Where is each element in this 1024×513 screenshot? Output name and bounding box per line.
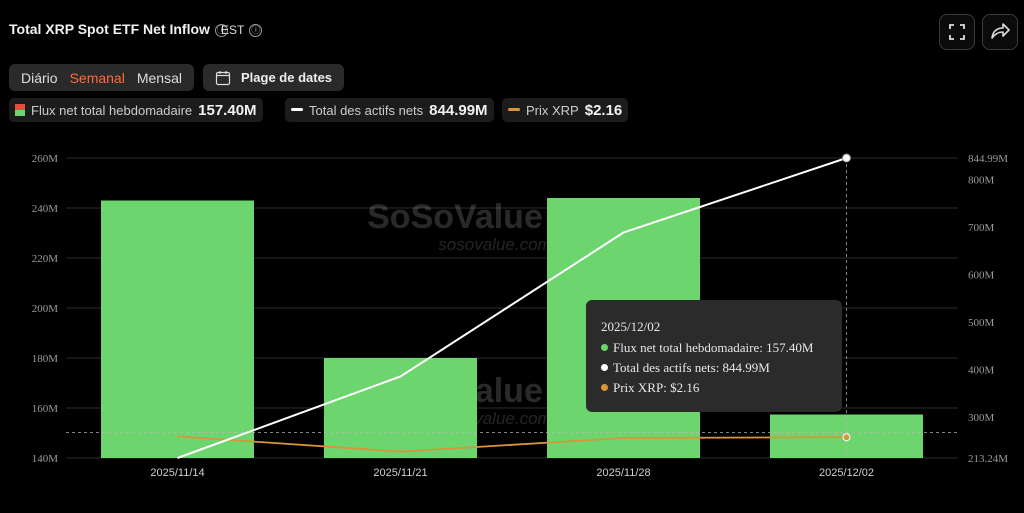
- legend-total-assets-label: Total des actifs nets: [309, 102, 424, 118]
- tooltip-date: 2025/12/02: [601, 319, 661, 334]
- total-assets-point: [842, 153, 851, 163]
- fullscreen-icon: [949, 24, 965, 40]
- legend-total-assets[interactable]: Total des actifs nets 844.99M: [285, 98, 494, 122]
- y-axis-tick-left: 140M: [32, 453, 59, 465]
- calendar-icon: [215, 70, 231, 85]
- info-icon[interactable]: ⓘ: [214, 24, 228, 37]
- x-axis-tick: 2025/11/28: [596, 467, 650, 479]
- y-axis-tick-right: 700M: [968, 222, 995, 234]
- legend-price[interactable]: Prix XRP $2.16: [502, 98, 629, 122]
- tooltip-text: Flux net total hebdomadaire: 157.40M: [613, 340, 814, 355]
- y-axis-tick-left: 240M: [32, 203, 59, 215]
- y-axis-tick-right: 213.24M: [968, 453, 1008, 465]
- chart-title: Total XRP Spot ETF Net Inflow ⓘ: [9, 21, 228, 37]
- price-point: [842, 433, 851, 442]
- price-swatch-icon: [508, 108, 520, 111]
- tooltip-row-assets: Total des actifs nets: 844.99M: [601, 360, 770, 376]
- legend-price-value: $2.16: [584, 101, 623, 119]
- legend-total-assets-value: 844.99M: [429, 101, 488, 119]
- x-axis-tick: 2025/11/14: [150, 467, 204, 479]
- tooltip: 2025/12/02 Flux net total hebdomadaire: …: [586, 300, 842, 412]
- period-daily[interactable]: Diário: [21, 69, 58, 86]
- timezone-text: EST: [221, 23, 245, 37]
- share-button[interactable]: [982, 14, 1018, 50]
- x-axis-tick: 2025/12/02: [819, 467, 874, 479]
- price-line: [177, 435, 847, 453]
- timezone-label[interactable]: EST ⓘ: [221, 23, 263, 37]
- tooltip-row-price: Prix XRP: $2.16: [601, 380, 699, 396]
- bar: [101, 200, 254, 458]
- chart-area[interactable]: SoSoValuesosovalue.comSoSoValuesosovalue…: [0, 140, 1024, 485]
- date-range-button[interactable]: Plage de dates: [203, 64, 345, 91]
- legend-flux-label: Flux net total hebdomadaire: [31, 102, 193, 118]
- y-axis-tick-right: 400M: [968, 364, 995, 376]
- legend-flux[interactable]: Flux net total hebdomadaire 157.40M: [9, 98, 263, 122]
- y-axis-tick-left: 260M: [32, 153, 59, 165]
- lines: [66, 153, 958, 459]
- y-axis-tick-right: 500M: [968, 317, 995, 329]
- watermark-url: sosovalue.com: [438, 235, 551, 254]
- share-icon: [991, 23, 1010, 39]
- fullscreen-button[interactable]: [939, 14, 975, 50]
- tooltip-text: Prix XRP: $2.16: [613, 380, 700, 395]
- period-monthly[interactable]: Mensal: [136, 69, 182, 86]
- y-axis-tick-right: 844.99M: [968, 153, 1008, 165]
- bar: [324, 358, 477, 458]
- tooltip-dot: [601, 384, 608, 391]
- tooltip-dot: [601, 344, 608, 351]
- y-axis-tick-right: 300M: [968, 412, 995, 424]
- tooltip-dot: [601, 364, 608, 371]
- axes: 140M 160M 180M 200M 220M 240M 260M 213.24M 300M 4…: [32, 153, 1009, 479]
- y-axis-tick-right: 800M: [968, 174, 995, 186]
- date-range-label: Plage de dates: [241, 70, 333, 85]
- y-axis-tick-left: 200M: [32, 303, 59, 315]
- period-selector: Diário Semanal Mensal: [9, 64, 194, 91]
- x-axis-tick: 2025/11/21: [373, 467, 427, 479]
- y-axis-tick-left: 160M: [32, 403, 59, 415]
- line-swatch-icon: [291, 108, 303, 111]
- timezone-info-icon[interactable]: ⓘ: [249, 24, 263, 37]
- period-weekly[interactable]: Semanal: [69, 69, 125, 86]
- legend-flux-value: 157.40M: [198, 101, 257, 119]
- watermark-brand: SoSoValue: [367, 198, 543, 236]
- tooltip-row-flux: Flux net total hebdomadaire: 157.40M: [601, 340, 813, 356]
- y-axis-tick-right: 600M: [968, 269, 995, 281]
- total-assets-line: [177, 157, 847, 459]
- y-axis-tick-left: 180M: [32, 353, 59, 365]
- bar-swatch-icon: [15, 104, 25, 116]
- legend-price-label: Prix XRP: [526, 102, 579, 118]
- tooltip-text: Total des actifs nets: 844.99M: [613, 360, 770, 375]
- chart-title-text: Total XRP Spot ETF Net Inflow: [9, 21, 210, 37]
- y-axis-tick-left: 220M: [32, 253, 59, 265]
